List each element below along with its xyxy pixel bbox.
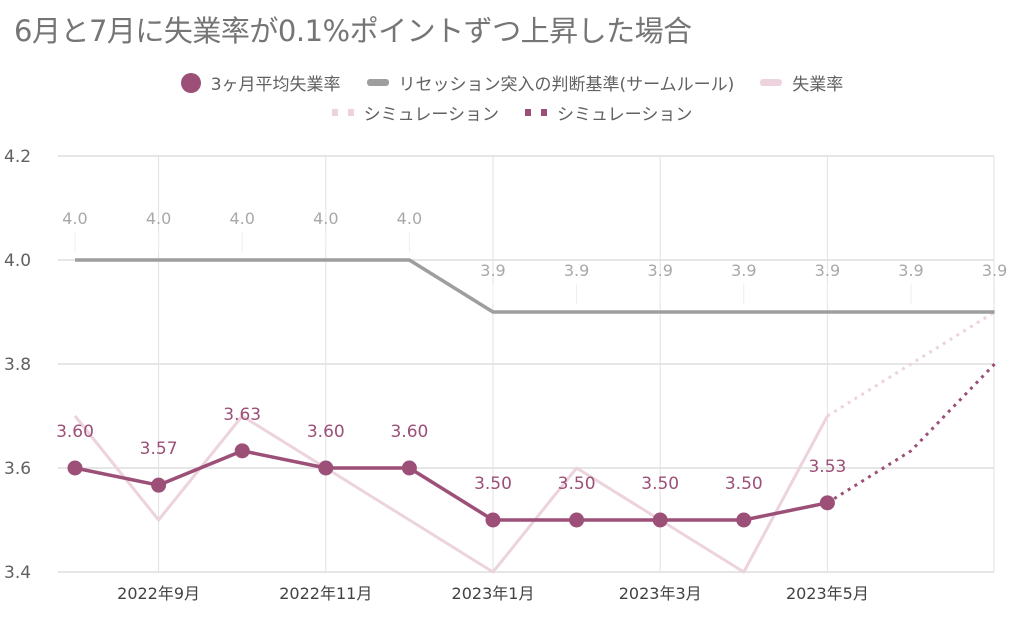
avg-point-marker: [151, 477, 167, 493]
sahm-data-label: 4.0: [229, 209, 254, 228]
legend-item-sahm[interactable]: リセッション突入の判断基準(サームルール): [366, 70, 735, 95]
avg-point-marker: [67, 460, 83, 476]
sahm-data-label: 3.9: [982, 261, 1007, 280]
sahm-data-label: 3.9: [731, 261, 756, 280]
x-tick-label: 2022年11月: [279, 584, 372, 603]
avg-point-marker: [569, 512, 585, 528]
sahm-data-label: 4.0: [313, 209, 338, 228]
avg-data-label: 3.50: [725, 474, 763, 494]
legend-item-sim-dark[interactable]: シミュレーション: [525, 100, 692, 125]
avg-data-label: 3.50: [641, 474, 679, 494]
sahm-data-label: 3.9: [647, 261, 672, 280]
y-tick-label: 3.6: [4, 459, 31, 479]
series-line-avg: [74, 449, 828, 522]
sahm-data-label: 3.9: [898, 261, 923, 280]
avg-point-marker: [819, 495, 835, 511]
legend-label-sim-dark: シミュレーション: [557, 105, 693, 125]
x-tick-label: 2023年3月: [619, 584, 702, 603]
avg-data-label: 3.50: [474, 474, 512, 494]
sahm-data-label: 4.0: [397, 209, 422, 228]
avg-point-marker: [401, 460, 417, 476]
series-line-sim-light: [826, 310, 996, 418]
legend-marker-unemp: [760, 79, 783, 86]
legend-label-sim-light: シミュレーション: [363, 105, 499, 125]
sahm-data-label: 4.0: [146, 209, 171, 228]
series-line-sim-dark: [826, 362, 996, 505]
avg-point-marker: [485, 512, 501, 528]
avg-data-label: 3.60: [390, 422, 428, 442]
avg-data-label: 3.57: [140, 439, 178, 459]
chart-title: 6月と7月に失業率が0.1%ポイントずつ上昇した場合: [14, 14, 692, 48]
x-tick-label: 2023年5月: [786, 584, 869, 603]
avg-point-marker: [736, 512, 752, 528]
y-tick-label: 3.8: [4, 355, 31, 375]
avg-data-label: 3.60: [307, 422, 345, 442]
sahm-data-label: 3.9: [815, 261, 840, 280]
legend-item-avg[interactable]: 3ヶ月平均失業率: [180, 70, 341, 95]
x-tick-label: 2023年1月: [452, 584, 535, 603]
legend-item-unemp[interactable]: 失業率: [760, 70, 843, 95]
avg-data-label: 3.60: [56, 422, 94, 442]
legend-item-sim-light[interactable]: シミュレーション: [331, 100, 499, 125]
y-tick-label: 4.0: [4, 251, 31, 271]
legend-marker-sim-dark: [525, 109, 547, 116]
y-tick-label: 3.4: [4, 563, 31, 583]
sahm-data-label: 3.9: [564, 261, 589, 280]
legend-marker-sim-light: [331, 109, 354, 116]
avg-point-marker: [234, 443, 250, 459]
series-line-sahm: [75, 258, 995, 314]
sahm-data-label: 4.0: [62, 209, 87, 228]
x-tick-label: 2022年9月: [117, 584, 200, 603]
legend-label-unemp: 失業率: [792, 75, 844, 95]
avg-point-marker: [652, 512, 668, 528]
sahm-data-label: 3.9: [480, 261, 505, 280]
legend-marker-avg: [180, 72, 201, 93]
avg-data-label: 3.63: [223, 405, 261, 425]
y-tick-label: 4.2: [4, 147, 31, 167]
avg-point-marker: [318, 460, 334, 476]
legend-row-2: シミュレーション シミュレーション: [0, 100, 1024, 125]
legend-label-sahm: リセッション突入の判断基準(サームルール): [398, 75, 735, 95]
legend-label-avg: 3ヶ月平均失業率: [210, 75, 341, 95]
avg-data-label: 3.50: [558, 474, 596, 494]
avg-data-label: 3.53: [808, 457, 846, 477]
legend-marker-sahm: [366, 79, 389, 86]
legend-row-1: 3ヶ月平均失業率 リセッション突入の判断基準(サームルール) 失業率: [0, 70, 1024, 95]
